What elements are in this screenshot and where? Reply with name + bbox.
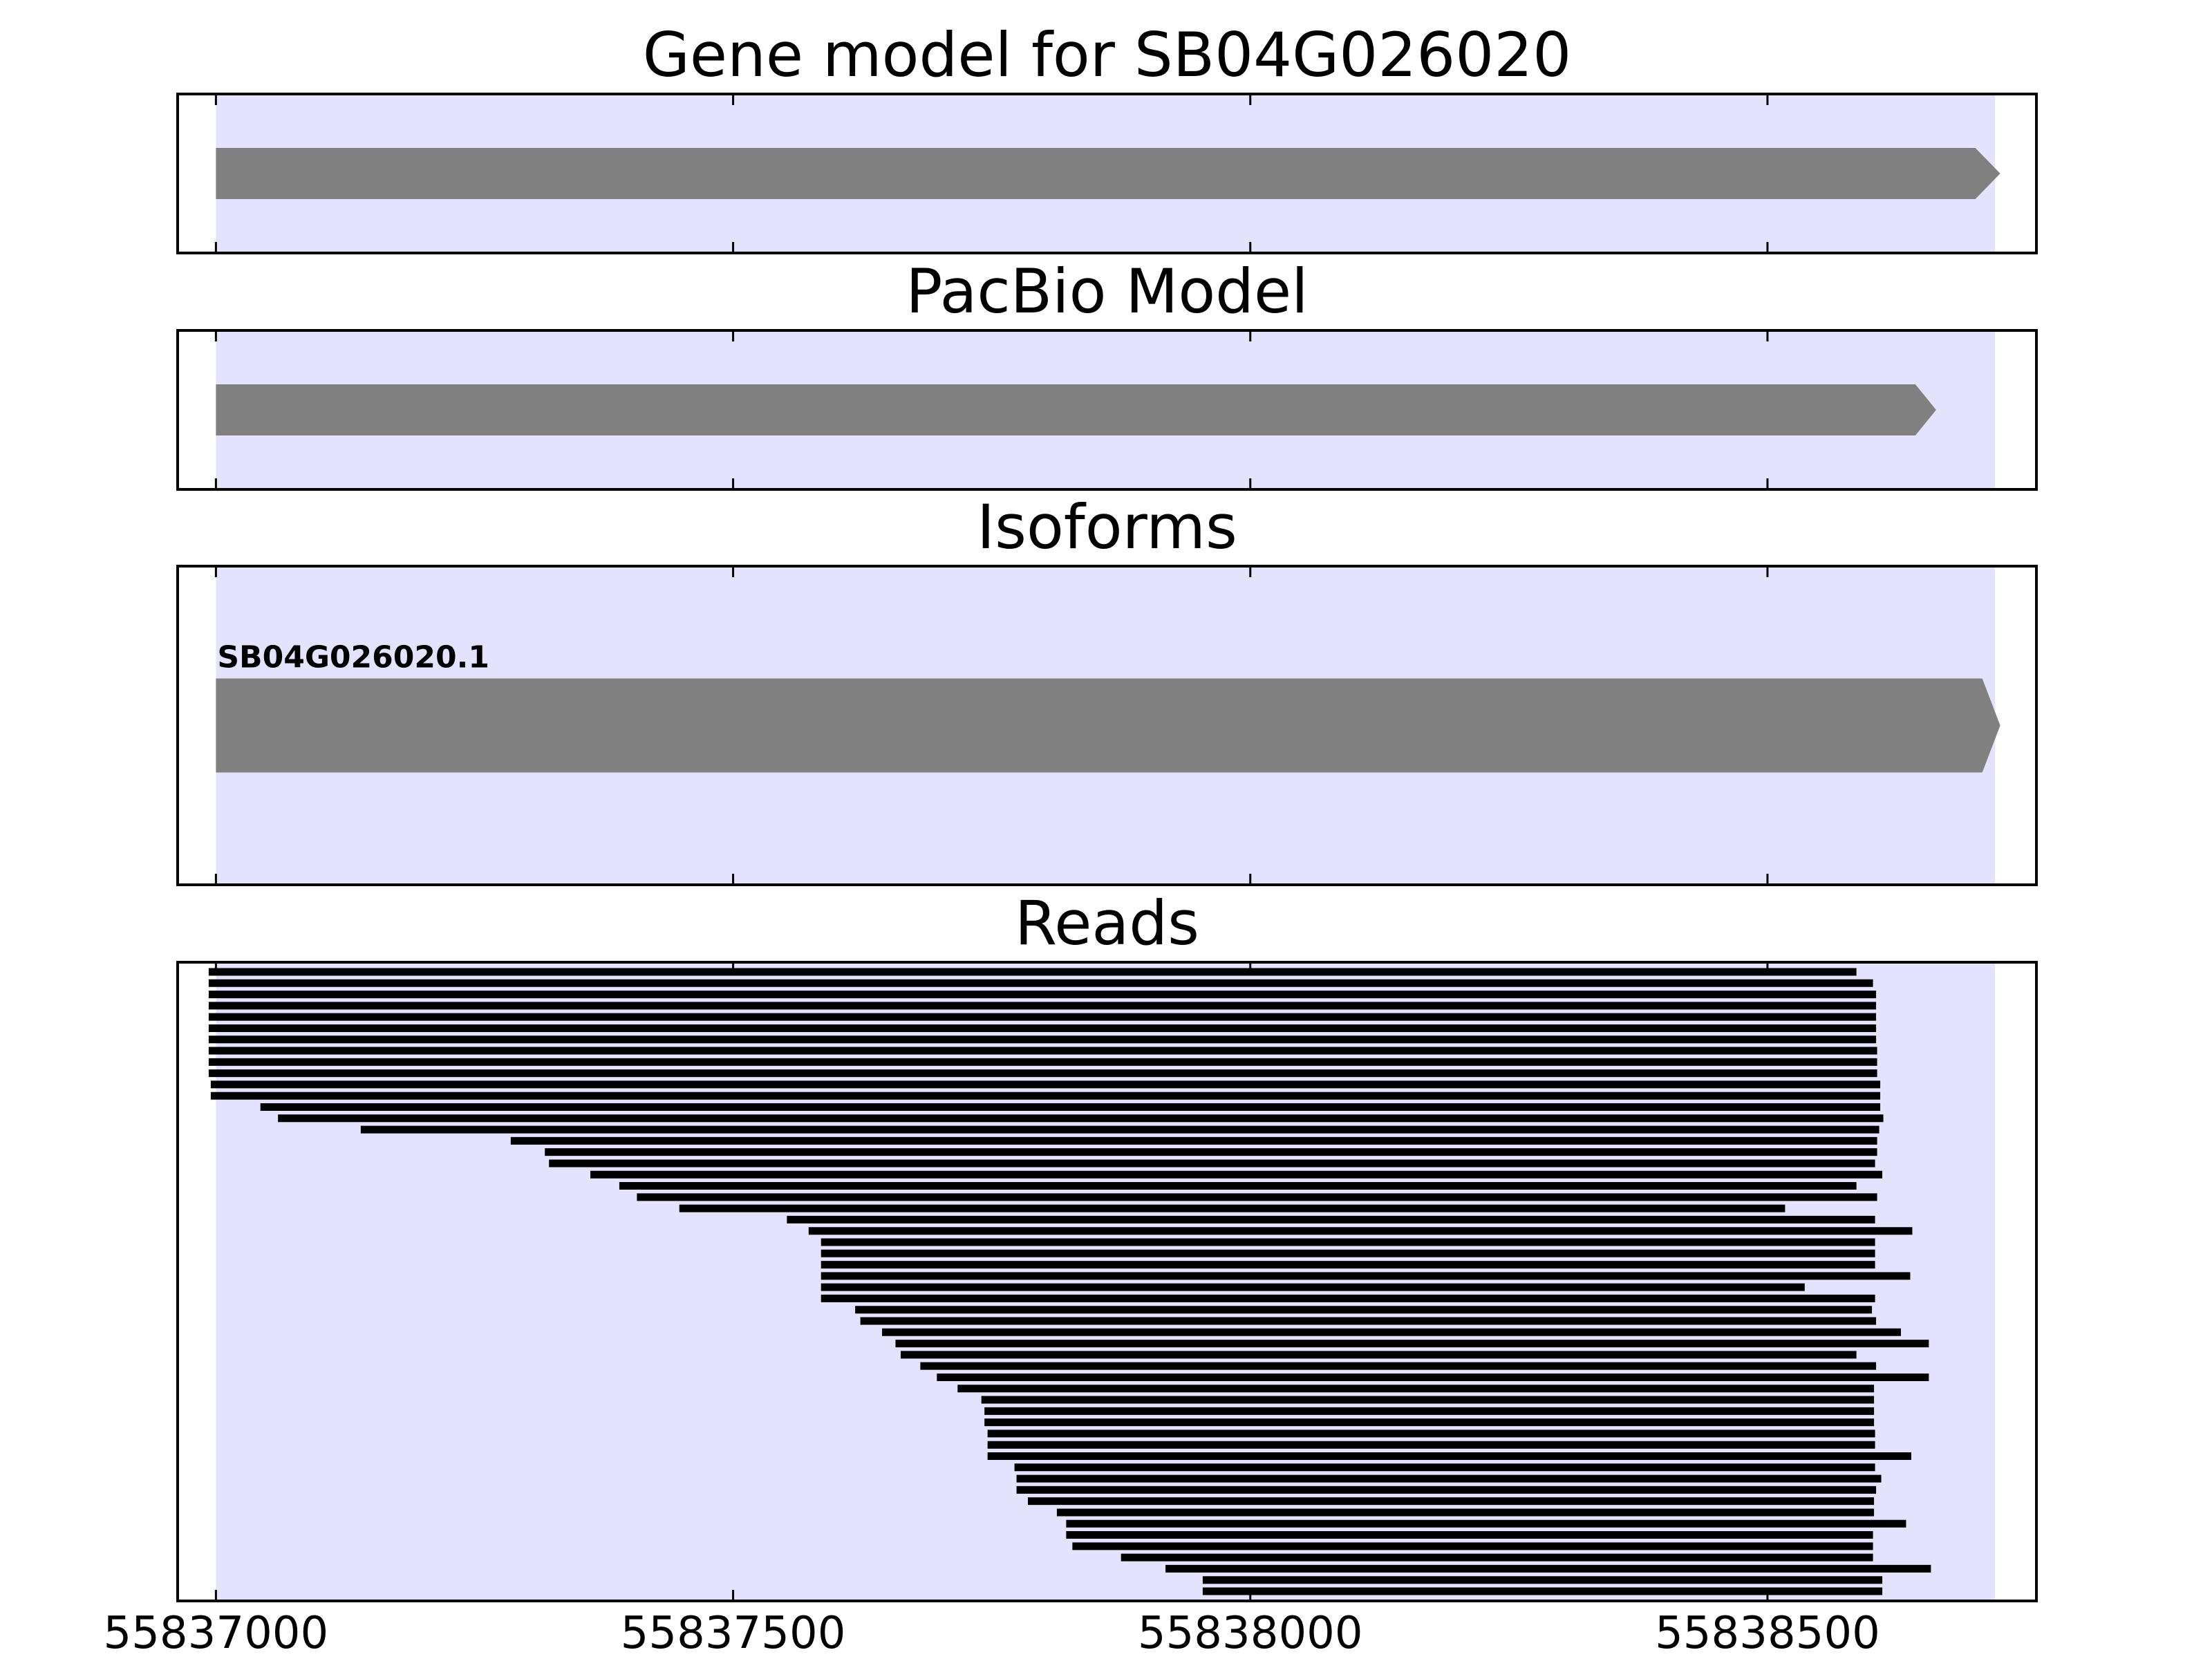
panel-title: PacBio Model <box>906 256 1308 327</box>
panel-0: Gene model for SB04G026020 <box>176 19 2038 254</box>
panel-3: Reads <box>176 888 2038 1602</box>
panel-2: Isoforms SB04G026020.1 <box>176 491 2038 886</box>
gene-feature <box>216 384 1936 435</box>
gene-feature <box>216 148 2000 199</box>
region-shading <box>216 962 1996 1601</box>
panel-frame <box>176 565 2038 886</box>
panels: Gene model for SB04G026020 PacBio Model Is… <box>176 19 2038 1602</box>
isoform-label: SB04G026020.1 <box>217 640 489 675</box>
panel-title: Gene model for SB04G026020 <box>643 19 1572 91</box>
gene-feature <box>216 678 2000 773</box>
panel-title: Reads <box>1015 888 1199 959</box>
x-tick-label: 55837500 <box>621 1608 846 1659</box>
panel-title: Isoforms <box>977 491 1237 563</box>
panel-frame <box>176 961 2038 1602</box>
x-axis: 55837000 55837500 55838000 55838500 <box>103 1608 1880 1659</box>
x-tick-label: 55837000 <box>103 1608 328 1659</box>
panel-frame <box>176 93 2038 254</box>
x-tick-label: 55838000 <box>1138 1608 1363 1659</box>
panel-1: PacBio Model <box>176 256 2038 491</box>
panel-frame <box>176 329 2038 491</box>
x-tick-label: 55838500 <box>1655 1608 1880 1659</box>
